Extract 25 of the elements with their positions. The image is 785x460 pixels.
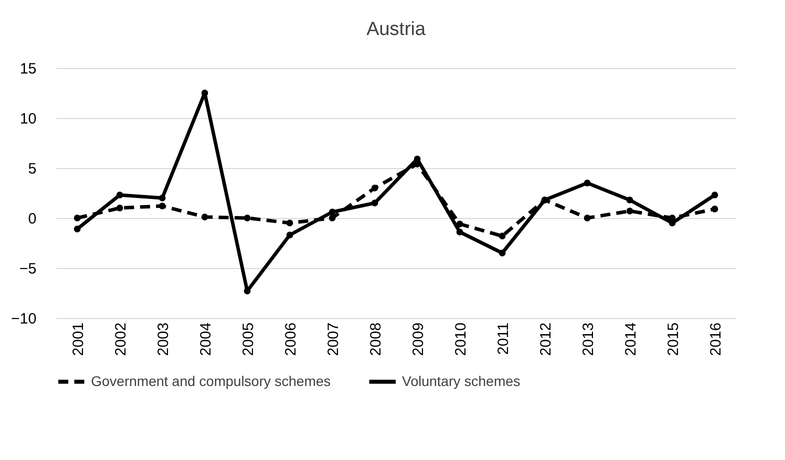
x-tick-label: 2015 xyxy=(664,322,682,356)
x-tick-label: 2003 xyxy=(154,322,172,356)
chart-title: Austria xyxy=(366,19,426,40)
y-tick-label: 15 xyxy=(20,60,36,78)
x-tick-label: 2014 xyxy=(622,322,640,356)
legend-label: Voluntary schemes xyxy=(402,372,520,389)
y-tick-label: 5 xyxy=(28,160,36,178)
x-tick-label: 2010 xyxy=(452,322,470,356)
x-tick-label: 2008 xyxy=(367,322,384,356)
x-tick-label: 2011 xyxy=(494,322,512,355)
x-tick-label: 2006 xyxy=(282,322,300,356)
x-tick-label: 2001 xyxy=(70,322,87,356)
x-tick-label: 2007 xyxy=(324,322,342,356)
x-tick-label: 2005 xyxy=(240,322,257,356)
y-tick-label: −10 xyxy=(11,310,36,328)
y-tick-label: 10 xyxy=(20,110,36,128)
x-tick-label: 2002 xyxy=(112,322,130,356)
y-tick-label: 0 xyxy=(28,210,36,228)
x-tick-label: 2009 xyxy=(410,322,427,356)
x-tick-label: 2012 xyxy=(537,322,554,356)
x-tick-label: 2004 xyxy=(197,322,214,356)
x-tick-label: 2016 xyxy=(707,322,724,356)
y-tick-label: −5 xyxy=(19,260,36,278)
x-tick-label: 2013 xyxy=(580,322,597,356)
legend-label: Government and compulsory schemes xyxy=(91,372,331,389)
